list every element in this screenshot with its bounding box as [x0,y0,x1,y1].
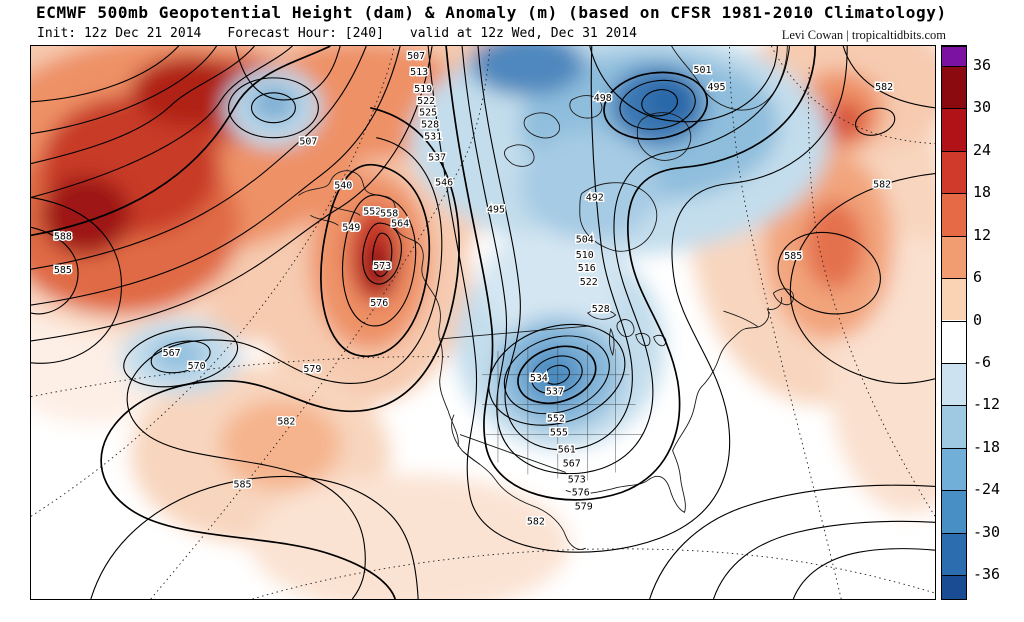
contour-label: 552 [363,206,381,217]
contour-label: 576 [572,487,590,498]
contour-label: 579 [303,364,321,375]
contour-label: 552 [547,414,565,425]
contour-label: 525 [419,108,437,119]
colorbar-tick-label: 36 [973,56,992,74]
contour-label: 570 [188,361,206,372]
contour-label: 549 [342,222,360,233]
contour-label: 537 [428,153,446,164]
contour-label: 510 [576,250,594,261]
colorbar-tick-label: 12 [973,225,992,244]
colorbar-segment [942,150,966,194]
colorbar-segment [942,235,966,279]
map-canvas: 5075135195225255285315375465405495525585… [31,46,935,599]
contour-label: 495 [707,82,725,93]
colorbar-segment [942,362,966,406]
colorbar-tick-label: -18 [973,437,1001,456]
contour-label: 585 [234,479,252,490]
colorbar-tick-label: -24 [973,480,1001,499]
colorbar-tick-label: -6 [973,352,992,371]
valid-time: valid at 12z Wed, Dec 31 2014 [409,26,637,41]
colorbar-segment [942,278,966,321]
contour-label: 522 [580,277,598,288]
contour-label: 579 [575,501,593,512]
colorbar-segment [942,66,966,109]
contour-label: 537 [546,387,564,398]
colorbar-tick-label: 6 [973,268,983,287]
contour-label: 495 [487,204,505,215]
contour-label: 519 [414,84,432,95]
graticule [31,46,935,599]
contour-label: 585 [784,251,802,262]
height-contours [31,46,935,599]
contour-label: 567 [163,348,181,359]
contour-label: 528 [592,304,610,315]
contour-label: 531 [424,132,442,143]
contour-label: 585 [54,265,72,276]
contour-label: 501 [694,65,712,76]
colorbar-tick-label: 24 [973,140,992,159]
contour-label: 582 [873,179,891,190]
colorbar-segment [942,320,966,363]
contour-label: 582 [875,82,893,93]
contour-label: 516 [578,263,596,274]
contour-label: 498 [594,93,612,104]
anomaly-colorbar [941,45,967,600]
contour-label: 588 [54,231,72,242]
contour-label: 573 [373,261,391,272]
contour-label: 492 [586,192,604,203]
page-title: ECMWF 500mb Geopotential Height (dam) & … [36,3,947,22]
contour-label: 561 [558,445,576,456]
colorbar-segment [942,447,966,491]
anomaly-shading [31,46,935,599]
credit-watermark: Levi Cowan | tropicaltidbits.com [781,28,946,42]
contour-label: 534 [530,373,548,384]
contour-label: 582 [527,516,545,527]
colorbar-segment [942,575,966,599]
contour-label: 564 [391,218,409,229]
colorbar-tick-label: 0 [973,310,983,329]
contour-label: 546 [435,178,453,189]
colorbar-tick-label: 30 [973,98,992,117]
run-info: Init: 12z Dec 21 2014 Forecast Hour: [240… [37,26,663,41]
colorbar-tick-label: -30 [973,522,1001,541]
init-time: Init: 12z Dec 21 2014 [37,26,202,41]
contour-label: 507 [299,137,317,148]
colorbar-segment [942,405,966,448]
colorbar-ticks: 36 30 24 18 12 6 0 -6 -12 -18 -24 -30 -36 [973,45,1021,600]
contour-label: 504 [576,234,594,245]
contour-label: 528 [421,120,439,131]
colorbar-tick-label: -12 [973,395,1001,414]
colorbar-segment [942,108,966,151]
colorbar-tick-label: -36 [973,565,1001,583]
contour-labels: 5075135195225255285315375465405495525585… [52,49,894,528]
contour-label: 573 [568,474,586,485]
contour-label: 558 [380,208,398,219]
contour-label: 540 [334,180,352,191]
forecast-map: 507 513 519 522 525 528 531 537 546 540 549 552 558 5… [30,45,936,600]
colorbar-segment [942,46,966,66]
colorbar-segment [942,193,966,236]
contour-label: 513 [410,67,428,78]
contour-label: 522 [417,96,435,107]
forecast-hour: Forecast Hour: [240] [227,26,384,41]
contour-label: 576 [370,298,388,309]
colorbar-segment [942,532,966,575]
contour-label: 507 [407,51,425,62]
contour-label: 582 [277,417,295,428]
contour-label: 567 [563,458,581,469]
contour-label: 555 [550,428,568,439]
colorbar-tick-label: 18 [973,183,992,202]
colorbar-segment [942,490,966,533]
